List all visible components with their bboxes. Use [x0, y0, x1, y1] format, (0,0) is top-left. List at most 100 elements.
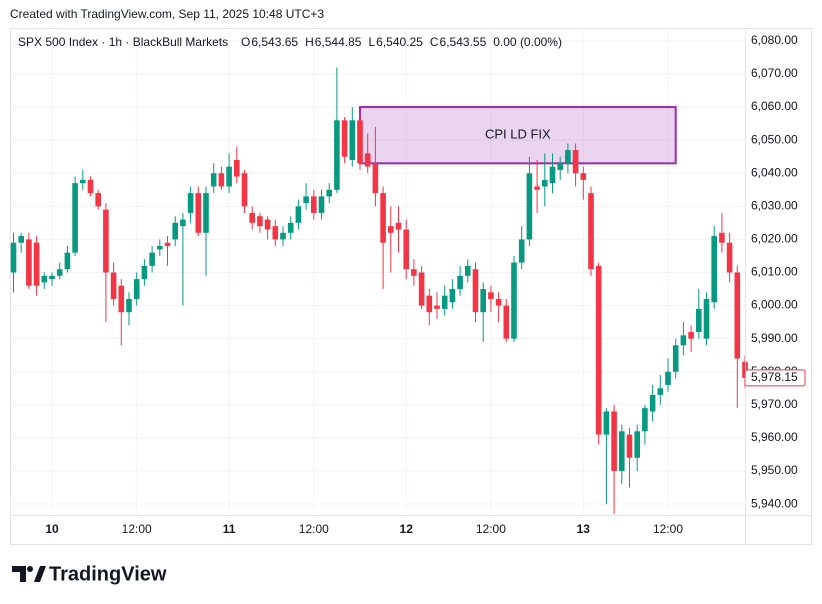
x-tick-label: 12:00	[653, 522, 683, 536]
candle-body	[295, 206, 302, 223]
candle-body	[341, 120, 348, 157]
candle-body	[611, 411, 617, 471]
candle-body	[234, 160, 240, 177]
y-tick-label: 6,030.00	[751, 198, 798, 212]
legend-key: L	[368, 35, 375, 49]
candle-body	[472, 269, 479, 313]
candle-body	[449, 289, 456, 303]
candle-body	[272, 226, 279, 240]
y-tick-label: 5,990.00	[751, 331, 798, 345]
candle-body	[18, 236, 24, 243]
candle-body	[141, 265, 148, 280]
y-tick-label: 6,040.00	[751, 165, 798, 179]
candle-body	[49, 275, 55, 280]
candle-body	[118, 285, 125, 313]
candle-body	[349, 120, 356, 161]
candle-body	[441, 295, 448, 309]
candle-body	[642, 408, 648, 432]
legend: SPX 500 Index · 1h · BlackBull Markets O…	[18, 35, 562, 49]
logo-mark	[12, 566, 26, 582]
chart-frame	[10, 28, 812, 545]
candle-body	[734, 272, 741, 359]
candle-body	[380, 193, 386, 243]
candle-body	[334, 120, 340, 190]
candle-body	[280, 232, 286, 240]
candle-body	[210, 173, 217, 187]
candle-body	[495, 298, 502, 306]
x-tick-label: 12:00	[299, 522, 329, 536]
candle-body	[588, 193, 594, 270]
candle-body	[665, 371, 671, 385]
candle-body	[595, 265, 602, 435]
y-tick-label: 5,970.00	[751, 397, 798, 411]
candle-body	[26, 239, 32, 286]
candle-body	[326, 189, 332, 197]
axes: 5,940.005,950.005,960.005,970.005,980.00…	[45, 33, 806, 536]
candle-body	[418, 272, 425, 306]
candle-body	[226, 166, 232, 187]
candle-body	[241, 173, 248, 207]
candle-body	[395, 222, 402, 230]
candle-body	[411, 269, 417, 276]
candle-body	[80, 179, 86, 184]
logo-mark	[34, 566, 46, 582]
candle-body	[164, 242, 171, 247]
candle-body	[480, 289, 486, 313]
y-tick-label: 5,950.00	[751, 463, 798, 477]
candle-body	[133, 279, 140, 299]
y-tick-label: 5,960.00	[751, 430, 798, 444]
candle-body	[457, 275, 463, 290]
candle-body	[526, 173, 533, 240]
candle-body	[64, 252, 71, 270]
candle-body	[72, 183, 78, 253]
symbol: SPX 500 Index · 1h · BlackBull Markets	[18, 35, 228, 49]
candle-body	[634, 431, 640, 458]
y-tick-label: 6,050.00	[751, 132, 798, 146]
candle-body	[264, 219, 271, 230]
y-tick-label: 6,010.00	[751, 265, 798, 279]
header: Created with TradingView.com, Sep 11, 20…	[10, 7, 324, 21]
annotation-label: CPI LD FIX	[485, 127, 551, 142]
y-tick-label: 6,020.00	[751, 232, 798, 246]
candle-body	[434, 305, 440, 309]
candle-body	[488, 292, 494, 299]
candle-body	[518, 239, 525, 263]
candle-body	[557, 163, 563, 170]
y-tick-label: 6,080.00	[751, 33, 798, 47]
candle-body	[41, 275, 48, 283]
candle-body	[218, 173, 225, 187]
candle-body	[318, 196, 325, 213]
candle-body	[187, 193, 194, 213]
x-tick-label: 12:00	[122, 522, 152, 536]
legend-value: 6,543.55	[440, 35, 487, 49]
candle-body	[287, 222, 294, 233]
candle-body	[549, 166, 556, 184]
legend-key: C	[430, 35, 439, 49]
candle-body	[157, 246, 163, 250]
legend-value: 6,543.65	[251, 35, 298, 49]
candle-body	[403, 229, 409, 270]
legend-change: 0.00 (0.00%)	[493, 35, 562, 49]
candle-body	[249, 212, 255, 223]
candle-body	[56, 269, 63, 276]
candle-body	[603, 411, 610, 435]
candle-body	[372, 163, 379, 194]
y-tick-label: 5,940.00	[751, 496, 798, 510]
candle-body	[195, 193, 202, 233]
candle-body	[180, 219, 186, 227]
candle-body	[542, 179, 548, 187]
footer-logo: TradingView	[49, 563, 167, 585]
plot-area: CPI LD FIX	[10, 67, 748, 515]
candle-body	[87, 179, 94, 194]
legend-key: H	[305, 35, 314, 49]
logo: TradingView	[12, 563, 167, 585]
x-tick-label: 13	[577, 522, 591, 536]
x-tick-label: 11	[223, 522, 236, 536]
candle-body	[672, 345, 679, 372]
candle-body	[311, 196, 317, 213]
x-tick-label: 10	[45, 522, 59, 536]
candle-body	[203, 193, 209, 233]
candle-body	[95, 193, 101, 207]
y-tick-label: 6,060.00	[751, 99, 798, 113]
